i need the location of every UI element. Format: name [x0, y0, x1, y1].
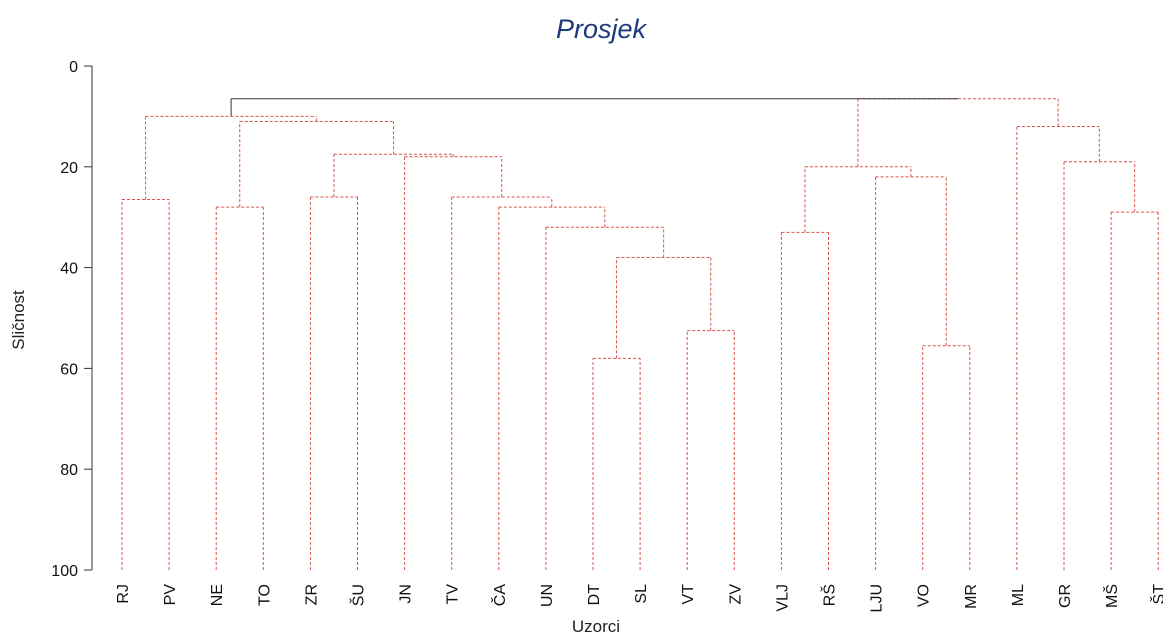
leaf-label: ČA — [490, 584, 509, 607]
dendrogram-branches — [121, 98, 1159, 570]
leaf-label: TO — [256, 584, 273, 606]
leaf-label: GR — [1057, 584, 1074, 608]
leaf-label: UN — [539, 584, 556, 607]
leaf-label: LJU — [869, 584, 886, 612]
leaf-label: ML — [1010, 584, 1027, 606]
x-axis-label: Uzorci — [572, 617, 620, 636]
y-tick-label: 40 — [60, 261, 78, 278]
leaf-label: ŠU — [349, 584, 368, 606]
y-tick-label: 80 — [60, 462, 78, 479]
leaf-label: ZR — [303, 584, 320, 605]
y-tick-label: 20 — [60, 160, 78, 177]
leaf-label: SL — [633, 584, 650, 604]
leaf-label: RJ — [115, 584, 132, 604]
y-tick-label: 100 — [51, 563, 78, 580]
y-axis: 0 20 40 60 80 100 — [51, 59, 93, 580]
leaf-label: NE — [209, 584, 226, 606]
leaf-label: VO — [916, 584, 933, 607]
y-tick-label: 60 — [60, 361, 78, 378]
leaf-label: ZV — [727, 584, 744, 605]
y-tick-label: 0 — [69, 59, 78, 76]
leaf-label: VT — [680, 584, 697, 605]
leaf-label: PV — [162, 584, 179, 606]
leaf-label: ŠT — [1149, 584, 1163, 605]
leaf-label: MŠ — [1102, 584, 1121, 608]
leaf-label: MR — [963, 584, 980, 609]
leaf-label: DT — [586, 584, 603, 606]
leaf-label: RŠ — [820, 584, 839, 606]
leaf-label: JN — [398, 584, 415, 604]
chart-title: Prosjek — [556, 14, 648, 44]
leaf-label: TV — [445, 584, 462, 605]
leaf-label: VLJ — [774, 584, 791, 612]
leaf-labels: RJ PV NE TO ZR ŠU JN TV ČA UN DT SL VT ZV VLJ RŠ LJU VO MR… — [115, 584, 1163, 613]
y-axis-label: Sličnost — [9, 290, 28, 350]
